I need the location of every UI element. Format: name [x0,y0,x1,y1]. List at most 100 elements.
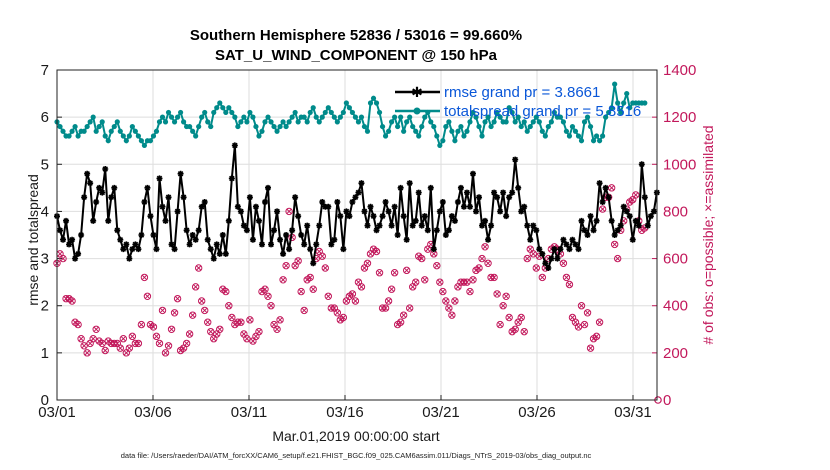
obs-possible-point [188,311,197,319]
rmse-series-point [509,189,516,196]
spread-series-point [111,123,117,130]
obs-possible-point [216,325,224,333]
rmse-series-point [213,241,220,248]
rmse-series-point [346,213,353,220]
left-tick-label: 3 [41,251,49,268]
x-tick-label: 03/21 [422,404,460,421]
spread-series-point [226,105,232,111]
obs-assimilated-point [247,317,253,323]
obs-assimilated-point [608,185,615,191]
obs-possible-point [499,302,507,310]
rmse-series-point [482,217,489,224]
spread-series-point [385,128,392,134]
rmse-series-point [165,194,172,201]
rmse-series-point [608,217,615,224]
obs-assimilated-point [352,298,359,304]
rmse-series-point [563,241,570,248]
rmse-series-point [391,203,398,210]
rmse-series-point [403,236,410,243]
rmse-series-point [325,203,332,210]
spread-series-point [606,109,612,116]
rmse-series-point [162,217,169,224]
obs-possible-point [204,318,212,326]
left-tick-label: 4 [41,203,49,220]
spread-series-point [220,105,226,111]
spread-series-point [117,128,123,134]
rmse-series-point [581,227,588,234]
spread-series-point [590,138,597,144]
obs-assimilated-point [431,251,437,257]
rmse-series-point [280,250,287,257]
spread-series-point [593,133,600,139]
obs-possible-point [77,335,85,343]
x-axis-ticks: 03/01 03/06 03/11 03/16 03/21 03/26 03/31 [38,395,652,421]
rmse-series-point [277,236,284,243]
spread-series-point [497,114,503,120]
obs-assimilated-point [153,333,160,340]
obs-assimilated-point [129,333,136,340]
spread-series-point [491,119,497,125]
spread-series-point [512,119,518,125]
footer-data-file: data file: /Users/raeder/DAI/ATM_forcXX/… [121,451,592,460]
rmse-series-point [337,213,344,220]
obs-possible-point [155,339,164,348]
spread-series-point [174,114,181,120]
obs-assimilated-point [385,298,392,304]
obs-possible-point [372,247,381,256]
obs-assimilated-point [195,265,202,271]
rmse-series-point [237,208,244,215]
rmse-series-point [135,246,142,253]
obs-assimilated-point [286,208,292,215]
spread-series-point [575,133,582,139]
spread-series-point [479,133,485,139]
rmse-series-point [611,232,618,238]
spread-series-point [81,128,87,134]
rmse-series-point [533,227,540,234]
spread-series-point [202,109,208,116]
obs-assimilated-point [560,260,567,267]
x-tick-label: 03/16 [326,404,364,421]
obs-possible-point [285,207,293,216]
obs-possible-point [387,285,396,293]
y-axis-right-label: # of obs: o=possible; ×=assimilated [700,125,716,344]
spread-series-point [199,114,205,120]
rmse-series-point [78,232,85,238]
rmse-series-point [150,232,157,238]
spread-series-point [280,119,286,125]
obs-assimilated-point [563,274,570,281]
rmse-series-point [301,241,308,248]
obs-possible-point [279,276,287,284]
obs-possible-point [517,313,525,322]
spread-series-point [171,119,178,125]
spread-series-point [461,133,467,139]
rmse-series-point [69,236,76,243]
obs-assimilated-point [422,277,428,283]
rmse-series-point [114,227,121,234]
spread-series-point [135,133,141,139]
rmse-series-point [144,184,151,191]
obs-possible-point [324,292,332,300]
obs-possible-point [595,318,604,326]
obs-assimilated-point [301,307,307,314]
obs-possible-point [294,257,302,265]
rmse-series-point [430,246,437,253]
rmse-series-point [433,227,440,234]
rmse-series-point [195,227,202,234]
spread-series-point [533,114,539,120]
rmse-series-point [207,246,214,253]
spread-series-point [642,100,648,106]
spread-series-point [138,138,145,144]
spread-series-point [165,109,172,116]
rmse-series-point [385,208,392,215]
spread-series-point [536,119,542,125]
rmse-series-point [340,246,347,253]
spread-series-point [428,119,434,125]
spread-series-point [464,128,470,134]
obs-possible-point [478,254,486,263]
obs-assimilated-point [159,307,166,314]
obs-possible-point [538,273,547,282]
spread-series-point [419,123,425,130]
rmse-series-point [575,246,582,253]
spread-series-point [208,123,214,130]
spread-series-point [566,133,573,139]
